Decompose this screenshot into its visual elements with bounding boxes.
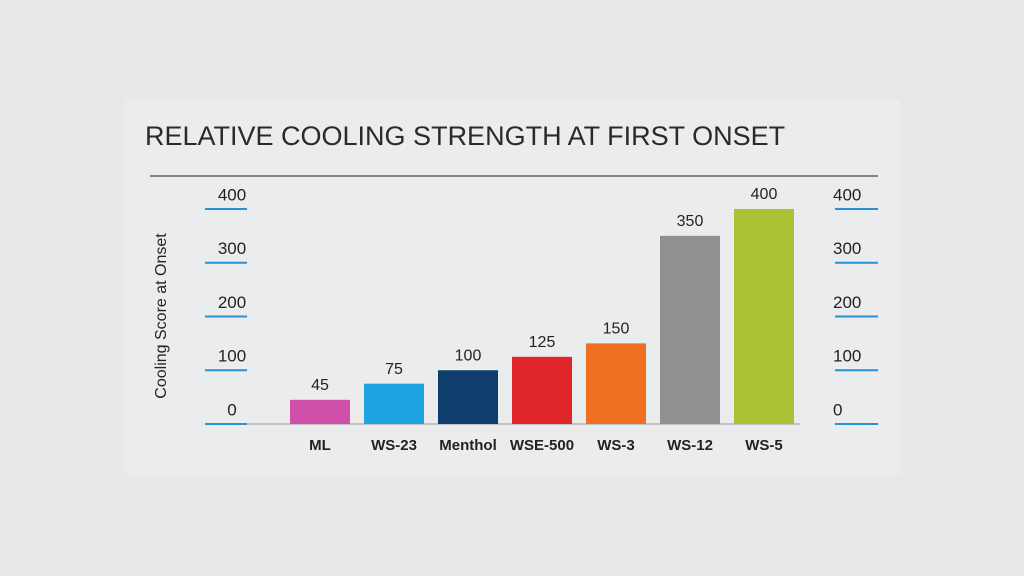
x-tick-label: WS-23 — [371, 437, 417, 454]
x-tick-label: WSE-500 — [510, 437, 574, 454]
y2-tick-label: 400 — [833, 185, 861, 204]
y2-tick-label: 200 — [833, 293, 861, 312]
y-tick-label: 300 — [218, 239, 246, 258]
value-label: 100 — [455, 347, 482, 364]
bar — [586, 343, 646, 424]
y-tick-label: 0 — [227, 400, 236, 419]
x-tick-label: Menthol — [439, 437, 497, 454]
y2-tick-label: 0 — [833, 400, 842, 419]
bar — [660, 235, 720, 424]
y2-tick-label: 300 — [833, 239, 861, 258]
bar — [734, 209, 794, 424]
bar — [438, 370, 498, 424]
value-label: 45 — [311, 377, 329, 394]
y-tick-label: 400 — [218, 185, 246, 204]
bar — [290, 399, 350, 424]
y-tick-label: 100 — [218, 347, 246, 366]
y2-tick-label: 100 — [833, 347, 861, 366]
bar — [512, 356, 572, 424]
value-label: 400 — [751, 186, 778, 203]
x-tick-label: WS-3 — [597, 437, 635, 454]
x-tick-label: WS-12 — [667, 437, 713, 454]
value-label: 75 — [385, 361, 403, 378]
value-label: 150 — [603, 321, 630, 338]
x-tick-label: ML — [309, 437, 331, 454]
chart-title: RELATIVE COOLING STRENGTH AT FIRST ONSET — [145, 121, 785, 151]
bar — [364, 383, 424, 424]
x-tick-label: WS-5 — [745, 437, 783, 454]
y-axis-label: Cooling Score at Onset — [153, 233, 170, 399]
y-tick-label: 200 — [218, 293, 246, 312]
value-label: 125 — [529, 334, 556, 351]
value-label: 350 — [677, 213, 704, 230]
